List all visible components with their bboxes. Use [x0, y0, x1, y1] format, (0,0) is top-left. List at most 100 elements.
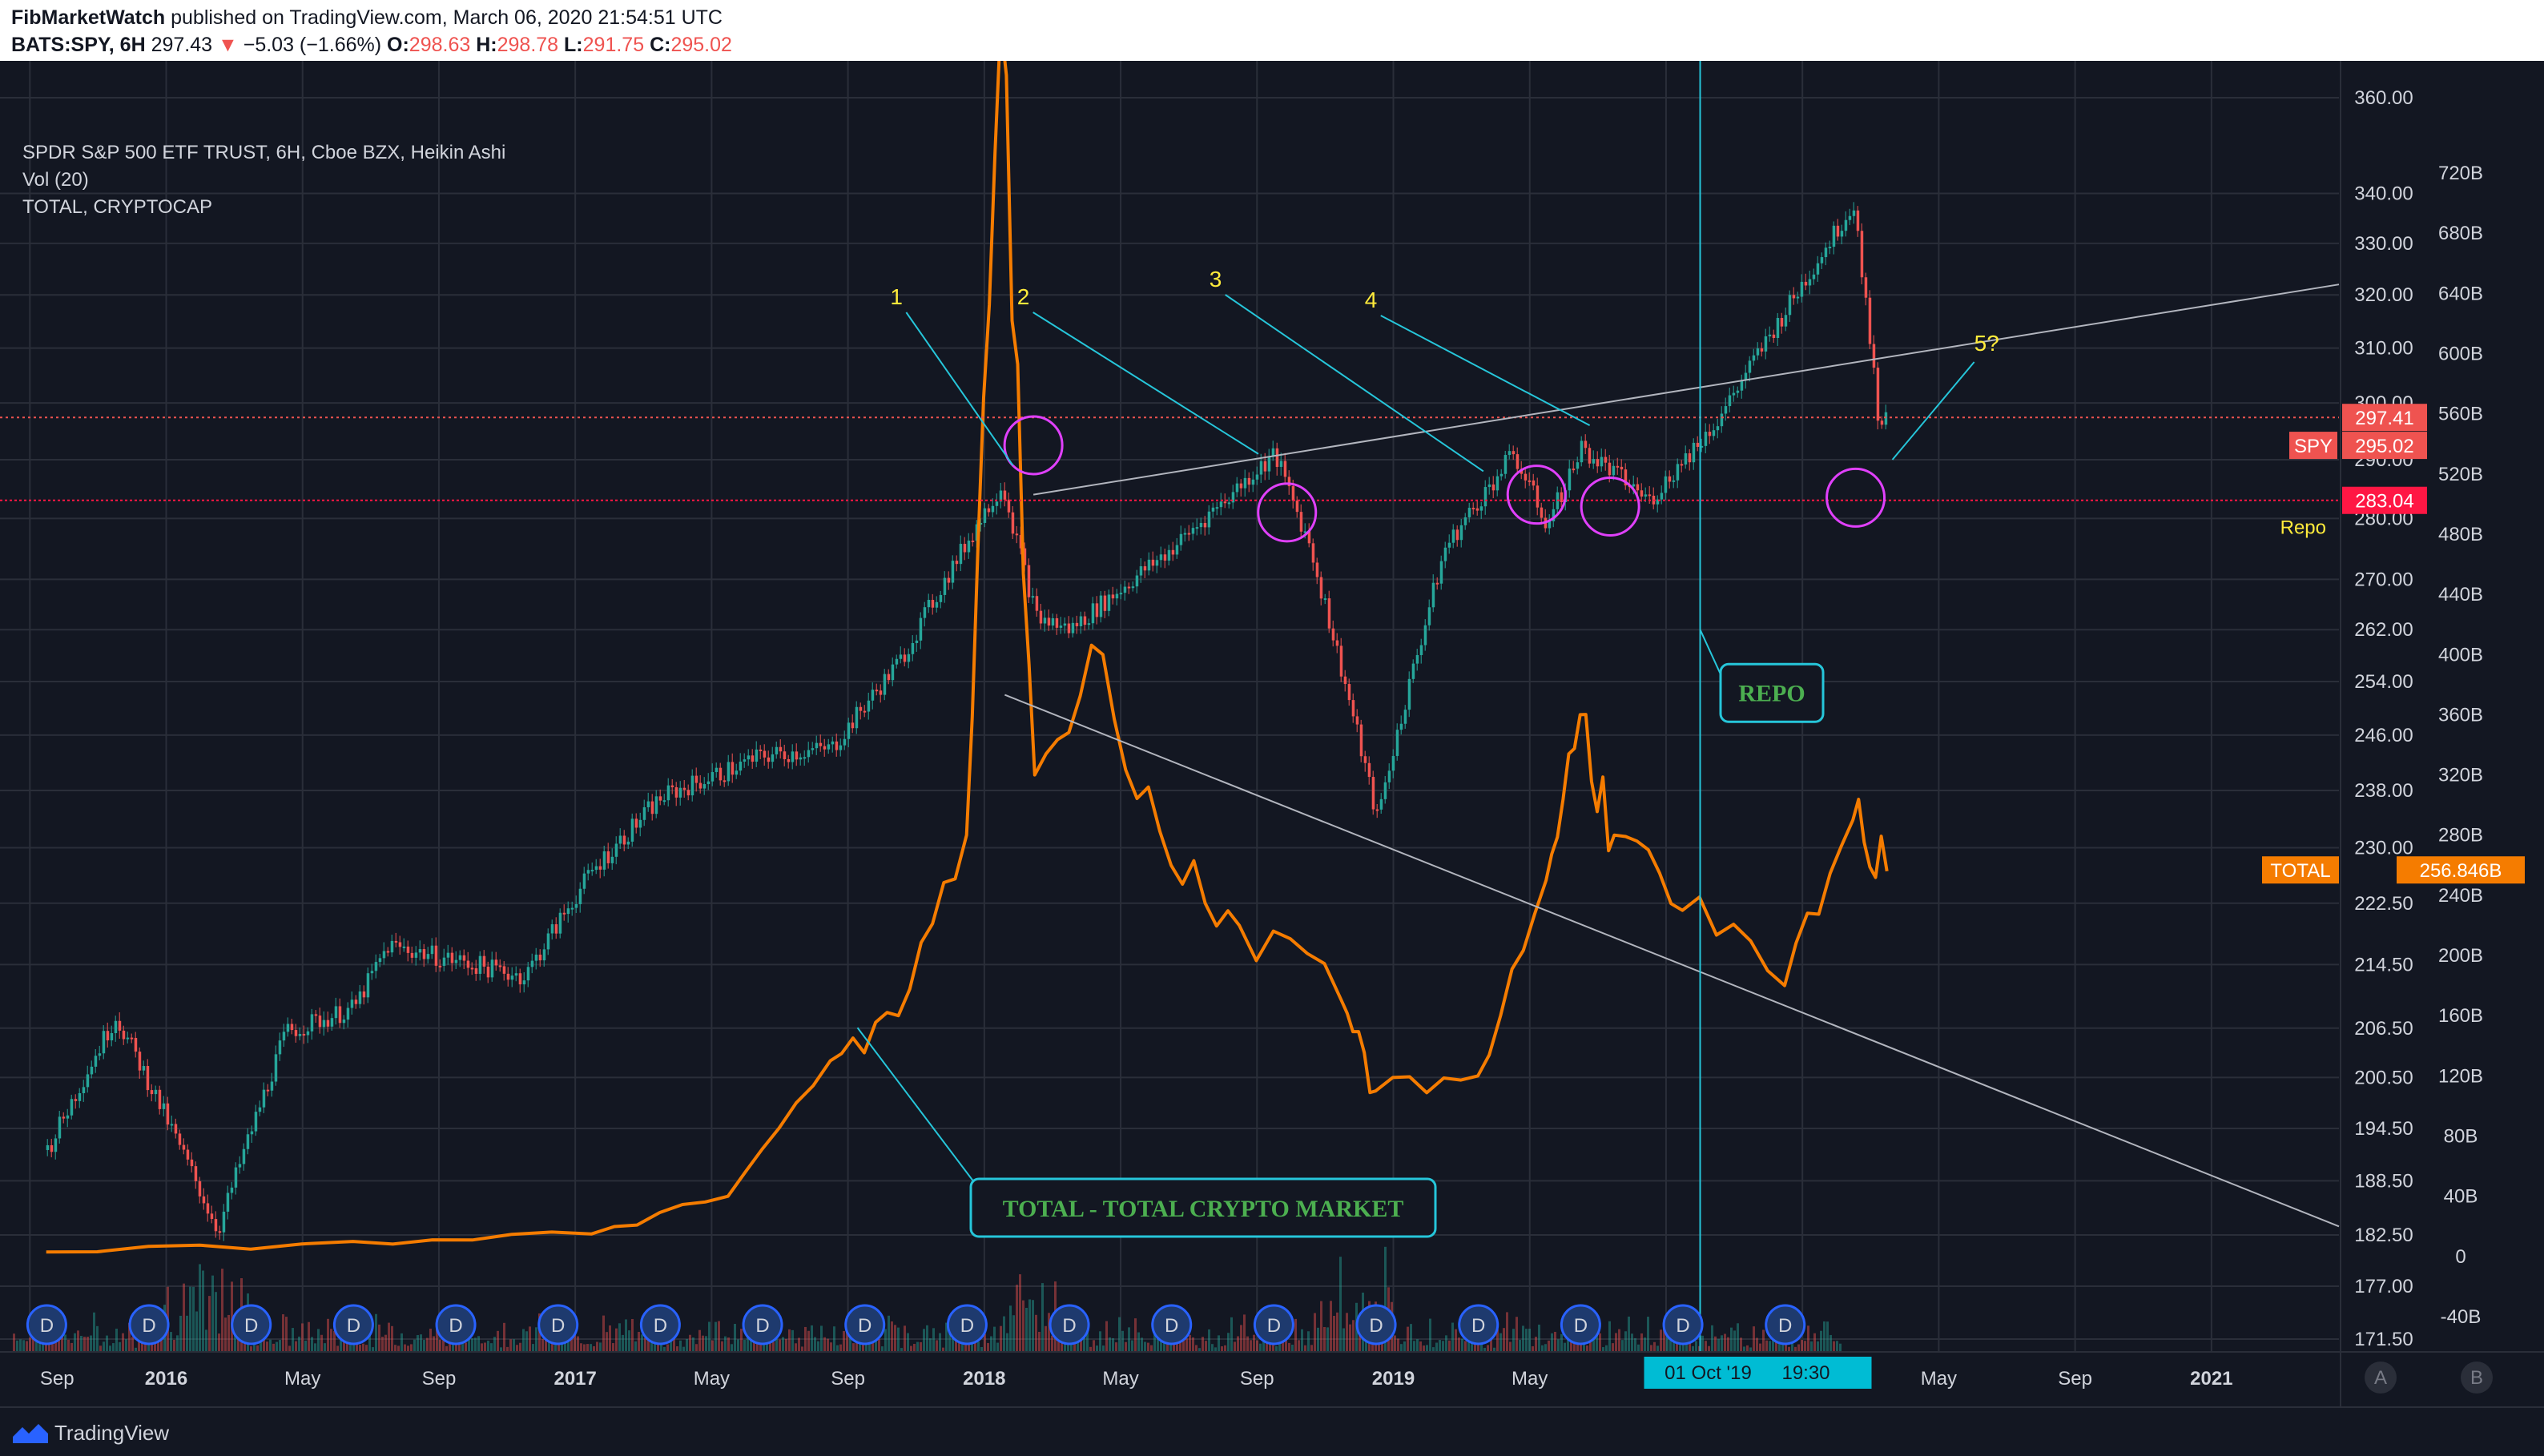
candle-body	[99, 1053, 102, 1056]
volume-bar	[1541, 1345, 1544, 1352]
candle-body	[711, 772, 714, 782]
crosshair-date-label[interactable]: 01 Oct '19 19:30	[1644, 1357, 1872, 1389]
volume-bar	[878, 1339, 880, 1352]
chart-area[interactable]: 1 2 3 4 5? REPO TOTAL - TOTAL CRYPTO MARKET D D D…	[0, 61, 2544, 1406]
volume-bar	[987, 1343, 989, 1352]
legend-main-series[interactable]: SPDR S&P 500 ETF TRUST, 6H, Cboe BZX, He…	[22, 139, 505, 167]
volume-bar	[205, 1329, 207, 1352]
candle-body	[1480, 506, 1483, 510]
candle-body	[155, 1090, 158, 1094]
candle-body	[1640, 490, 1644, 497]
volume-bar	[996, 1343, 999, 1352]
candle-body	[379, 958, 382, 962]
price-tag-repo[interactable]: 283.04	[2342, 487, 2427, 514]
volume-bar	[1538, 1325, 1540, 1352]
volume-bar	[923, 1329, 925, 1352]
volume-bar	[913, 1344, 916, 1352]
price-tag-spy[interactable]: 295.02	[2342, 432, 2427, 459]
price-tag-297[interactable]: 297.41	[2342, 404, 2427, 431]
volume-bar	[1644, 1337, 1646, 1352]
candle-body	[1048, 617, 1051, 625]
candle-body	[1052, 618, 1055, 625]
volume-bar	[1528, 1329, 1531, 1352]
legend-volume[interactable]: Vol (20)	[22, 167, 505, 194]
candle-body	[95, 1056, 98, 1067]
legend-total-series[interactable]: TOTAL, CRYPTOCAP	[22, 194, 505, 221]
candle-body	[1396, 730, 1399, 756]
volume-bar	[404, 1345, 406, 1352]
volume-bar	[1012, 1315, 1015, 1352]
candle-body	[215, 1219, 218, 1231]
candle-body	[876, 690, 879, 691]
annotation-number: 2	[1017, 284, 1030, 309]
volume-bar	[336, 1345, 339, 1352]
candle-body	[787, 759, 791, 762]
candle-body	[1460, 525, 1463, 540]
scale-button-b[interactable]: B	[2461, 1361, 2493, 1394]
volume-bar	[1499, 1333, 1502, 1352]
scale-button-a[interactable]: A	[2365, 1361, 2397, 1394]
candle-body	[571, 908, 574, 910]
candle-body	[739, 762, 743, 770]
candle-body	[1660, 493, 1664, 499]
volume-bar	[798, 1337, 800, 1352]
candle-body	[323, 1020, 326, 1028]
candle-body	[1312, 543, 1315, 562]
volume-bar	[1035, 1315, 1037, 1352]
volume-bar	[221, 1269, 223, 1352]
volume-bar	[612, 1343, 614, 1352]
volume-bar	[1624, 1331, 1627, 1352]
volume-bar	[1708, 1346, 1710, 1352]
candle-body	[855, 707, 859, 728]
candle-body	[1068, 624, 1071, 633]
candle-body	[948, 578, 951, 583]
candle-body	[1524, 474, 1528, 481]
series-tag-spy[interactable]: SPY	[2289, 432, 2337, 459]
volume-bar	[401, 1333, 403, 1352]
volume-bar	[199, 1264, 201, 1352]
volume-bar	[333, 1331, 336, 1352]
candle-body	[1793, 295, 1796, 298]
spy-axis-tick: 270.00	[2354, 569, 2413, 590]
volume-bar	[513, 1339, 515, 1352]
volume-bar	[1519, 1340, 1521, 1352]
volume-bar	[1548, 1341, 1550, 1352]
volume-bar	[1259, 1344, 1262, 1352]
series-tag-total[interactable]: TOTAL	[2262, 856, 2339, 883]
volume-bar	[1006, 1333, 1008, 1352]
volume-bar	[83, 1337, 86, 1352]
volume-bar	[308, 1322, 310, 1352]
volume-bar	[317, 1329, 320, 1352]
price-tag-total[interactable]: 256.846B	[2397, 856, 2525, 883]
candle-body	[243, 1149, 246, 1164]
price-chart[interactable]: 1 2 3 4 5? REPO TOTAL - TOTAL CRYPTO MARKET D D D…	[0, 61, 2544, 1406]
candle-body	[1104, 596, 1107, 611]
volume-bar	[817, 1341, 819, 1352]
candle-body	[563, 913, 566, 915]
candle-body	[1388, 770, 1391, 782]
candle-body	[411, 953, 414, 958]
candle-body	[1861, 231, 1864, 277]
candle-body	[1016, 533, 1019, 535]
candle-body	[1612, 466, 1616, 476]
candle-body	[495, 959, 498, 965]
candle-body	[707, 782, 710, 784]
spy-axis-tick: 214.50	[2354, 954, 2413, 975]
volume-bar	[740, 1329, 743, 1352]
candle-body	[391, 941, 394, 952]
volume-bar	[1224, 1345, 1226, 1352]
volume-bar	[109, 1345, 111, 1352]
volume-bar	[112, 1343, 115, 1352]
volume-bar	[1439, 1340, 1441, 1352]
volume-bar	[192, 1287, 195, 1352]
volume-bar	[1147, 1343, 1149, 1352]
volume-bar	[1144, 1341, 1146, 1352]
volume-bar	[1359, 1336, 1361, 1352]
candle-body	[871, 690, 875, 701]
dividend-marker-label: D	[858, 1315, 871, 1337]
author-name[interactable]: FibMarketWatch	[11, 6, 165, 29]
candle-body	[639, 820, 642, 828]
brand-name[interactable]: TradingView	[54, 1421, 169, 1446]
candle-body	[1276, 448, 1279, 467]
volume-bar	[282, 1314, 284, 1352]
